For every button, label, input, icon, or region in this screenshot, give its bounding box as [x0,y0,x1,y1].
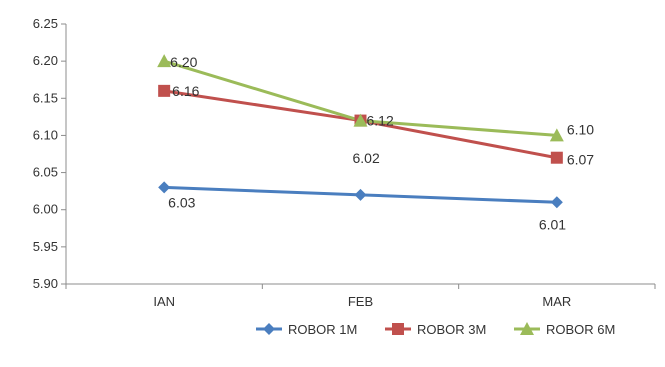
y-tick-label: 6.05 [33,165,58,180]
series-markers [157,54,564,209]
data-label: 6.07 [567,152,594,168]
legend-swatch-marker [520,322,534,335]
data-point-robor-3m [550,151,563,164]
legend-swatch-marker [392,323,404,335]
legend-entry: ROBOR 6M [546,322,615,337]
data-label: 6.20 [170,54,197,70]
y-tick-label: 6.15 [33,90,58,105]
data-label: 6.12 [367,113,394,129]
data-point-robor-1m [158,181,171,194]
data-point-robor-1m [550,196,563,209]
x-tick-label: MAR [542,294,571,309]
data-label: 6.03 [168,194,195,210]
y-tick-label: 5.95 [33,239,58,254]
y-tick-label: 6.10 [33,127,58,142]
chart-axes: 5.90 5.95 6.00 6.05 6.10 6.15 6.20 6.25 IAN FEB MA… [33,16,656,309]
data-point-robor-3m [158,84,171,97]
x-tick-label: IAN [153,294,175,309]
y-tick-label: 6.00 [33,202,58,217]
legend-entry: ROBOR 3M [417,322,486,337]
x-tick-label: FEB [348,294,373,309]
y-tick-label: 5.90 [33,276,58,291]
data-point-robor-6m [157,54,172,68]
data-label: 6.02 [353,150,380,166]
chart-legend: ROBOR 1M ROBOR 3M ROBOR 6M [256,322,615,337]
data-label: 6.10 [567,121,594,137]
data-point-robor-6m [549,128,564,142]
data-label: 6.01 [539,216,566,232]
data-point-robor-6m [353,113,368,127]
data-label: 6.16 [172,83,199,99]
legend-swatch-marker [263,323,275,335]
data-labels: 6.03 6.02 6.01 6.16 6.07 6.20 6.12 6.10 [168,54,594,232]
data-point-robor-1m [354,188,367,201]
legend-entry: ROBOR 1M [288,322,357,337]
series-lines [163,59,558,204]
y-tick-label: 6.25 [33,16,58,31]
y-tick-label: 6.20 [33,53,58,68]
